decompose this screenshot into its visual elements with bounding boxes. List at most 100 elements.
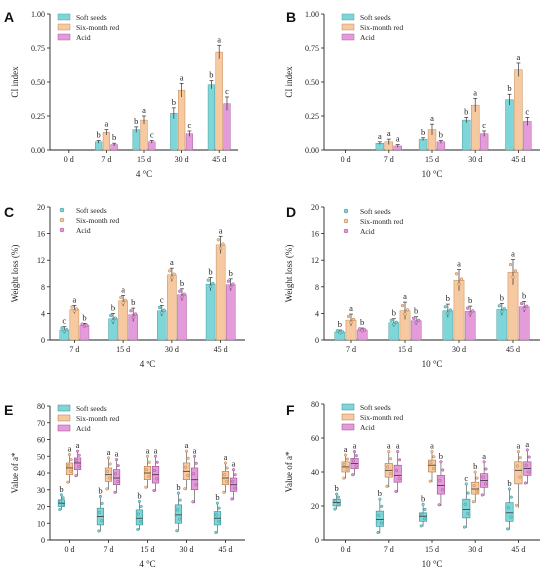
data-point — [121, 301, 125, 305]
bar — [205, 283, 216, 341]
data-point — [217, 506, 221, 510]
data-point — [208, 285, 213, 289]
data-point — [376, 530, 380, 535]
legend-swatch — [59, 227, 65, 233]
significance-label: a — [430, 441, 434, 451]
data-point — [443, 305, 447, 309]
data-point — [466, 512, 470, 516]
significance-label: a — [378, 131, 382, 141]
significance-label: a — [387, 128, 391, 138]
box — [190, 467, 199, 491]
significance-label: b — [360, 317, 364, 327]
data-point — [152, 489, 156, 493]
bar — [215, 244, 226, 341]
data-point — [472, 484, 476, 488]
data-point — [222, 473, 227, 477]
data-point — [136, 512, 141, 516]
significance-label: b — [97, 129, 101, 139]
data-point — [80, 322, 84, 326]
x-tick-label: 7 d — [101, 155, 111, 164]
significance-label: a — [121, 284, 125, 294]
data-point — [509, 515, 513, 519]
significance-label: a — [68, 444, 72, 454]
legend-swatch — [341, 23, 355, 31]
data-point — [334, 499, 338, 503]
data-point — [403, 312, 407, 316]
y-tick-label: 40 — [37, 469, 45, 478]
data-point — [389, 457, 393, 461]
data-point — [484, 482, 488, 486]
data-point — [438, 478, 442, 483]
x-axis-label: 10 °C — [422, 359, 443, 369]
data-point — [106, 456, 111, 460]
x-tick-label: 45 d — [511, 545, 525, 554]
data-point — [172, 272, 176, 276]
data-point — [108, 476, 112, 480]
x-tick-label: 15 d — [425, 545, 439, 554]
data-point — [85, 323, 89, 327]
y-tick-label: 20 — [37, 503, 45, 512]
legend-label: Six-month red — [360, 23, 403, 32]
significance-label: b — [111, 302, 115, 312]
legend-swatch — [57, 414, 71, 422]
legend-label: Acid — [76, 226, 91, 235]
data-point — [66, 480, 70, 484]
panel-letter: C — [4, 204, 14, 220]
significance-label: c — [160, 294, 164, 304]
significance-label: b — [378, 488, 382, 498]
significance-label: a — [193, 445, 197, 455]
box — [73, 457, 82, 470]
data-point — [395, 468, 399, 472]
legend-label: Six-month red — [76, 414, 119, 423]
x-tick-label: 0 d — [341, 545, 351, 554]
bar — [418, 138, 428, 151]
data-point — [194, 483, 198, 487]
data-point — [105, 487, 109, 491]
data-point — [233, 486, 237, 490]
data-point — [182, 292, 186, 296]
significance-label: a — [517, 441, 521, 451]
y-tick-label: 12 — [37, 256, 45, 265]
bar — [514, 69, 523, 151]
data-point — [394, 489, 398, 493]
significance-label: b — [392, 308, 396, 318]
legend-swatch — [341, 403, 355, 411]
significance-label: b — [134, 116, 138, 126]
y-tick-label: 1.00 — [31, 10, 45, 19]
data-point — [515, 464, 519, 468]
x-tick-label: 7 d — [346, 345, 356, 354]
data-point — [129, 309, 133, 313]
data-point — [471, 309, 475, 313]
data-point — [457, 282, 461, 287]
data-point — [397, 477, 401, 481]
data-point — [475, 476, 479, 480]
data-point — [70, 305, 74, 309]
data-point — [144, 468, 149, 472]
significance-label: b — [229, 268, 233, 278]
y-tick-label: 0 — [315, 536, 319, 545]
data-point — [231, 479, 235, 483]
data-point — [335, 329, 339, 333]
data-point — [119, 295, 123, 300]
data-point — [431, 467, 436, 471]
data-point — [211, 281, 215, 286]
data-point — [419, 524, 423, 528]
data-point — [114, 472, 118, 476]
data-point — [131, 315, 135, 320]
data-point — [147, 460, 151, 464]
x-axis-label: 4 °C — [139, 559, 155, 569]
significance-label: a — [72, 294, 76, 304]
data-point — [516, 450, 520, 454]
data-point — [414, 320, 418, 324]
data-point — [64, 328, 69, 332]
data-point — [60, 326, 64, 330]
data-point — [183, 465, 188, 469]
legend-swatch — [59, 217, 65, 223]
y-tick-label: 0.75 — [31, 44, 45, 53]
significance-label: a — [396, 134, 400, 144]
y-tick-label: 0.50 — [305, 78, 319, 87]
data-point — [454, 272, 459, 276]
x-tick-label: 45 d — [212, 155, 226, 164]
data-point — [524, 463, 528, 467]
